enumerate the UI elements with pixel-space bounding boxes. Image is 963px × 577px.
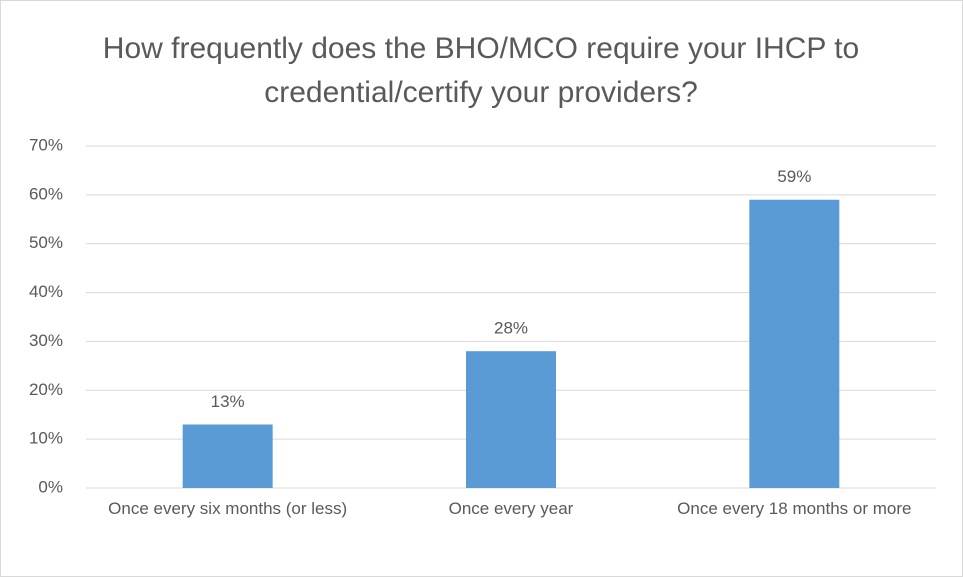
x-tick-label: Once every year [448, 499, 574, 518]
bar [182, 424, 273, 488]
y-tick-label: 0% [38, 477, 63, 496]
y-tick-label: 10% [29, 429, 63, 448]
chart-title: How frequently does the BHO/MCO require … [102, 32, 860, 109]
y-tick-label: 40% [29, 282, 63, 301]
bar [749, 199, 840, 488]
y-tick-label: 20% [29, 380, 63, 399]
data-label: 59% [777, 167, 811, 186]
bar [466, 351, 556, 488]
y-tick-label: 50% [29, 233, 63, 252]
y-tick-label: 60% [29, 184, 63, 203]
y-tick-label: 30% [29, 331, 63, 350]
x-tick-label: Once every 18 months or more [677, 499, 912, 518]
y-tick-label: 70% [29, 135, 63, 154]
x-tick-label: Once every six months (or less) [108, 499, 348, 518]
data-label: 28% [494, 319, 528, 338]
data-label: 13% [211, 392, 245, 411]
